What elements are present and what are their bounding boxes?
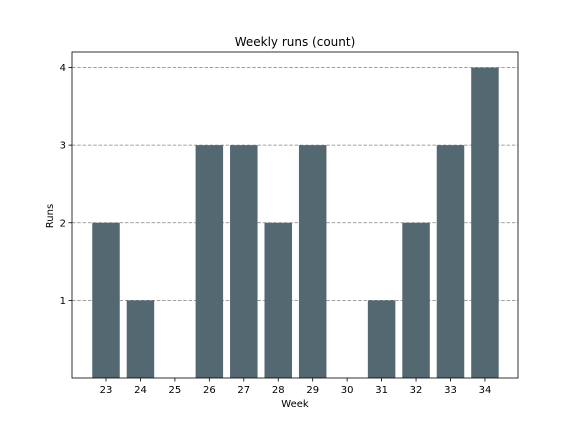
- x-tick-label-31: 31: [375, 385, 388, 396]
- bar-week-34: [471, 67, 499, 379]
- x-tick-label-27: 27: [237, 385, 250, 396]
- plot-frame: [71, 51, 519, 379]
- x-tick-label-34: 34: [479, 385, 492, 396]
- bar-week-33: [436, 145, 465, 378]
- bar-week-23: [92, 222, 120, 378]
- x-tick-label-23: 23: [100, 385, 113, 396]
- x-tick-label-24: 24: [134, 385, 147, 396]
- x-tick-label-29: 29: [306, 385, 319, 396]
- bar-week-32: [402, 222, 430, 378]
- x-tick-label-30: 30: [341, 385, 354, 396]
- bar-week-29: [298, 145, 327, 378]
- bar-week-27: [230, 145, 258, 378]
- bars: [92, 67, 499, 379]
- x-axis-ticks: 23 24 25 26 27 28 29 30 31 32 33 34: [100, 378, 492, 396]
- x-tick-label-33: 33: [444, 385, 457, 396]
- chart-title: Weekly runs (count): [235, 35, 356, 49]
- bar-week-31: [367, 300, 396, 378]
- y-axis-label: Runs: [45, 204, 56, 228]
- y-tick-label-4: 4: [60, 63, 66, 74]
- y-tick-label-2: 2: [60, 218, 66, 229]
- x-tick-label-28: 28: [272, 385, 285, 396]
- y-tick-label-3: 3: [60, 141, 66, 152]
- x-axis-label: Week: [281, 399, 309, 410]
- x-tick-label-32: 32: [410, 385, 423, 396]
- y-axis-ticks: 1 2 3 4: [60, 63, 72, 307]
- bar-week-28: [264, 222, 292, 378]
- bar-week-24: [126, 300, 155, 378]
- x-tick-label-26: 26: [203, 385, 216, 396]
- bar-week-26: [195, 145, 224, 378]
- x-tick-label-25: 25: [169, 385, 182, 396]
- y-tick-label-1: 1: [60, 296, 66, 307]
